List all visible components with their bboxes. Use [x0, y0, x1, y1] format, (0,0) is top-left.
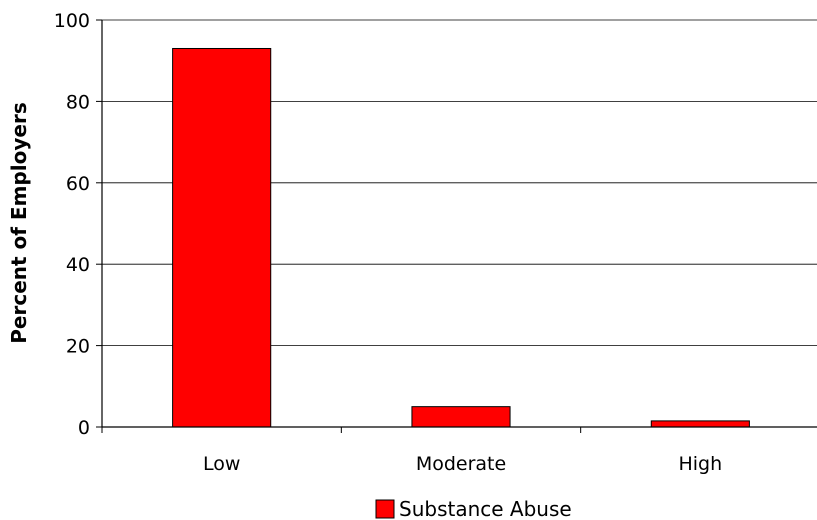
y-tick-label: 0 — [78, 417, 90, 439]
y-tick-label: 40 — [66, 254, 90, 276]
legend: Substance Abuse — [375, 497, 572, 520]
x-tick-labels: Low Moderate High — [203, 453, 722, 475]
bar-moderate — [411, 406, 511, 428]
y-tick-label: 20 — [66, 336, 90, 358]
legend-label: Substance Abuse — [399, 497, 572, 520]
legend-swatch — [375, 499, 395, 519]
y-tick-labels: 0 20 40 60 80 100 — [54, 10, 90, 439]
y-tick-label: 60 — [66, 173, 90, 195]
y-axis-title: Percent of Employers — [7, 102, 31, 343]
y-tick-label: 80 — [66, 91, 90, 113]
x-tick-label: High — [678, 453, 722, 475]
x-tick-label: Moderate — [416, 453, 506, 475]
bars — [101, 47, 750, 433]
y-tick-label: 100 — [54, 10, 90, 32]
axes — [101, 20, 817, 428]
bar-low — [172, 47, 272, 428]
x-tick-label: Low — [203, 453, 240, 475]
bar-high — [650, 420, 750, 428]
